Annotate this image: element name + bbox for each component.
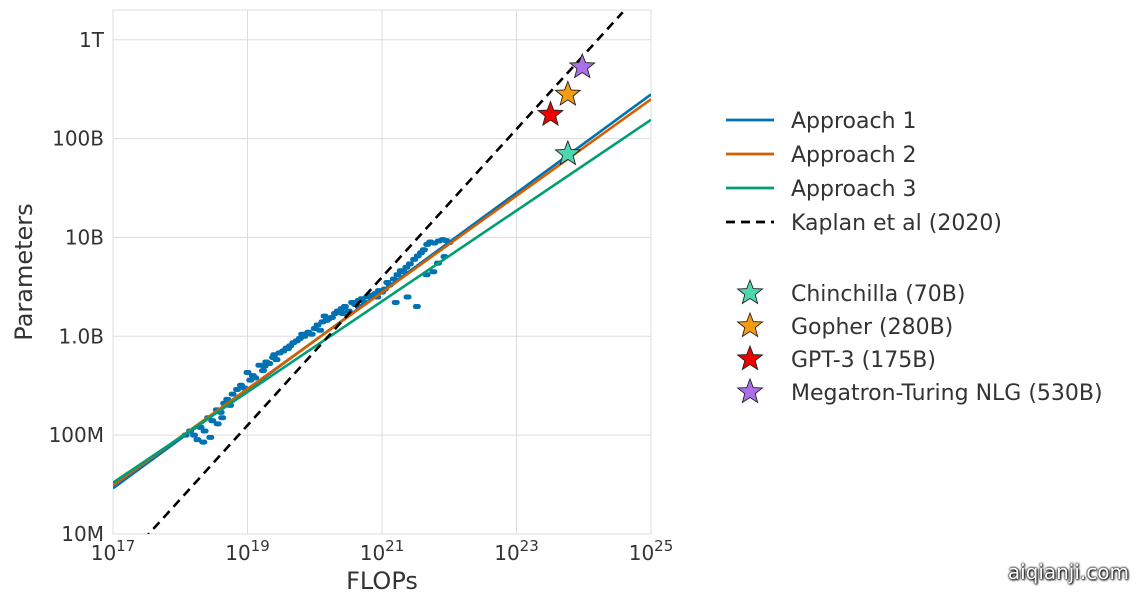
scatter-point xyxy=(307,331,316,337)
model-star-marker xyxy=(554,80,582,106)
y-tick-label: 100B xyxy=(52,127,104,151)
legend: Approach 1 Approach 2 Approach 3 Kaplan et … xyxy=(726,109,1103,406)
scatter-point xyxy=(298,331,307,337)
scatter-point xyxy=(403,294,412,300)
scatter-point xyxy=(391,299,400,305)
x-tick-label: 1025 xyxy=(629,537,674,565)
legend-star-swatch xyxy=(736,344,764,371)
scatter-point xyxy=(283,346,292,352)
plot-border xyxy=(112,9,652,535)
model-star-marker xyxy=(536,100,565,127)
legend-label: Gopher (280B) xyxy=(791,315,953,340)
plot-frame xyxy=(112,9,652,535)
legend-label: Kaplan et al (2020) xyxy=(791,211,1002,236)
scatter-point xyxy=(393,272,402,278)
scatter-point xyxy=(429,269,438,275)
scatter-point xyxy=(233,386,242,392)
legend-label: Approach 2 xyxy=(791,143,917,168)
scatter-point xyxy=(258,368,267,374)
x-tick-labels: 1017 1019 1021 1023 1025 xyxy=(91,537,674,565)
legend-star-swatch xyxy=(736,311,764,338)
scatter-point xyxy=(272,357,281,363)
x-tick-label: 1019 xyxy=(225,537,270,565)
x-axis-title: FLOPs xyxy=(346,567,418,594)
scatter-point xyxy=(228,391,237,397)
scatter-point xyxy=(206,434,215,440)
legend-label: Chinchilla (70B) xyxy=(791,282,965,307)
scatter-point xyxy=(338,311,347,317)
scatter-point xyxy=(412,304,421,310)
scatter-point xyxy=(193,437,202,443)
legend-label: Approach 1 xyxy=(791,109,917,134)
fit-line xyxy=(146,11,624,534)
scatter-point xyxy=(199,439,208,445)
y-tick-label: 10M xyxy=(61,522,104,546)
model-star-marker xyxy=(568,52,596,79)
scatter-point xyxy=(218,415,227,421)
model-markers xyxy=(536,52,596,166)
scatter-point xyxy=(243,370,252,376)
model-star-marker xyxy=(554,139,582,166)
scatter-point xyxy=(419,247,428,253)
y-tick-label: 1.0B xyxy=(58,324,104,348)
fit-line xyxy=(113,118,651,484)
scatter-point xyxy=(270,352,279,358)
x-tick-label: 1021 xyxy=(360,537,405,565)
scatter-point xyxy=(189,432,198,438)
y-tick-label: 1T xyxy=(79,28,105,52)
scatter-point xyxy=(340,304,349,310)
y-axis-title: Parameters xyxy=(10,203,38,340)
scatter-point xyxy=(316,327,325,333)
scatter-point xyxy=(405,261,414,267)
x-tick-label: 1023 xyxy=(494,537,539,565)
y-tick-labels: 10M 100M 1.0B 10B 100B 1T xyxy=(49,28,105,546)
scatter-point xyxy=(322,317,331,323)
legend-star-swatch xyxy=(736,377,764,404)
watermark: aiqianji.com xyxy=(1007,560,1129,584)
y-tick-label: 100M xyxy=(49,423,104,447)
x-tick-label: 1017 xyxy=(91,537,136,565)
legend-label: GPT-3 (175B) xyxy=(791,348,936,373)
legend-label: Megatron-Turing NLG (530B) xyxy=(791,381,1103,406)
scatter-point xyxy=(200,428,209,434)
legend-label: Approach 3 xyxy=(791,177,917,202)
legend-star-swatch xyxy=(736,278,764,305)
scatter-point xyxy=(251,375,260,381)
scatter-point xyxy=(260,363,269,369)
scatter-point xyxy=(213,421,222,427)
y-tick-label: 10B xyxy=(65,225,104,249)
scatter-point xyxy=(208,418,217,424)
